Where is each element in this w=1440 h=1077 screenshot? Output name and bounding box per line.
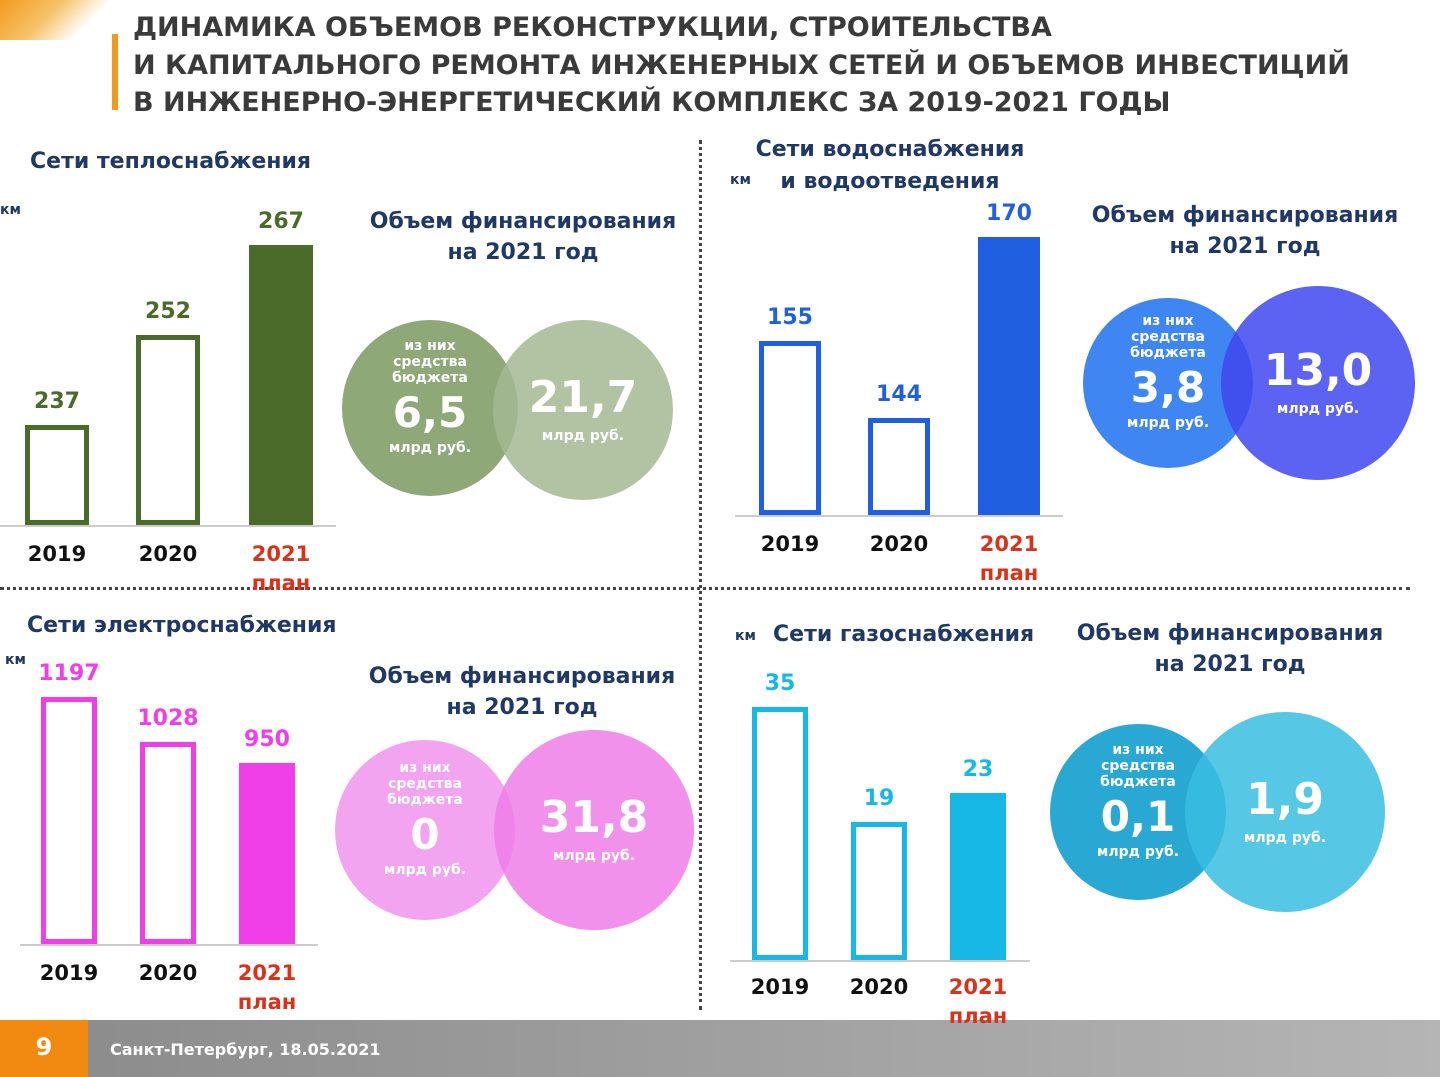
funding-title: Объем финансирования на 2021 год (1076, 621, 1384, 677)
baseline (0, 525, 336, 527)
funding-title: Объем финансирования на 2021 год (368, 664, 676, 720)
budget-label: из них средства бюджета (1100, 742, 1176, 790)
budget-unit: млрд руб. (383, 862, 467, 878)
value-label: 1028 (137, 706, 199, 732)
budget-label: из них средства бюджета (387, 760, 463, 808)
chart-title: Сети водоснабжения и водоотведения (755, 137, 1025, 194)
unit-label: км (5, 652, 26, 668)
category-label: 2019 (27, 542, 87, 566)
page-box (0, 1020, 88, 1077)
value-label: 267 (258, 209, 304, 234)
chart-title: Сети теплоснабжения (30, 149, 311, 174)
budget-value: 0 (410, 810, 440, 859)
unit-label: км (730, 172, 751, 188)
footer-bar (0, 1020, 1440, 1077)
divider (699, 140, 702, 1010)
bar (41, 697, 97, 944)
title: И КАПИТАЛЬНОГО РЕМОНТА ИНЖЕНЕРНЫХ СЕТЕЙ … (133, 50, 1350, 81)
budget-unit: млрд руб. (388, 440, 472, 456)
category-label: 2020 (138, 961, 198, 985)
total-value: 13,0 (1263, 345, 1373, 396)
circle (494, 730, 694, 930)
value-label: 950 (244, 727, 290, 752)
title: В ИНЖЕНЕРНО-ЭНЕРГЕТИЧЕСКИЙ КОМПЛЕКС ЗА 2… (133, 87, 1171, 118)
circle (335, 740, 515, 920)
total-unit: млрд руб. (1243, 830, 1327, 846)
bar (136, 335, 200, 525)
bar (752, 707, 808, 960)
bar (851, 822, 907, 960)
bar (950, 793, 1006, 960)
total-value: 1,9 (1246, 774, 1324, 825)
category-label: 2019 (760, 532, 820, 556)
bar (978, 237, 1040, 515)
baseline (735, 515, 1063, 517)
category-label: 2020 (849, 975, 909, 999)
bar (239, 763, 295, 944)
decor (0, 0, 120, 40)
budget-unit: млрд руб. (1096, 844, 1180, 860)
circle (342, 320, 518, 496)
value-label: 155 (767, 305, 813, 331)
baseline (20, 944, 318, 946)
funding-title: Объем финансирования на 2021 год (1091, 203, 1399, 259)
category-label: 2019 (39, 961, 99, 985)
value-label: 252 (145, 299, 191, 324)
category-label: 2021 план (948, 975, 1008, 1028)
budget-label: из них средства бюджета (392, 338, 468, 386)
total-value: 21,7 (528, 372, 638, 423)
bar (249, 245, 313, 525)
category-label: 2021 план (237, 961, 297, 1014)
value-label: 170 (986, 201, 1032, 226)
budget-label: из них средства бюджета (1130, 313, 1206, 361)
total-value: 31,8 (539, 792, 649, 843)
category-label: 2019 (750, 975, 810, 999)
value-label: 1197 (38, 661, 100, 686)
bar (868, 418, 930, 515)
baseline (730, 960, 1030, 962)
bar (140, 742, 196, 944)
category-label: 2020 (138, 542, 198, 566)
value-label: 237 (34, 389, 80, 414)
category-label: 2020 (869, 532, 929, 556)
category-label: 2021 план (251, 542, 311, 595)
value-label: 35 (764, 671, 796, 696)
value-label: 19 (863, 786, 895, 811)
budget-unit: млрд руб. (1126, 415, 1210, 431)
title: ДИНАМИКА ОБЪЕМОВ РЕКОНСТРУКЦИИ, СТРОИТЕЛ… (133, 12, 1052, 43)
total-unit: млрд руб. (1276, 401, 1360, 417)
chart-title: Сети газоснабжения (773, 622, 1035, 647)
footer-text: Санкт-Петербург, 18.05.2021 (110, 1040, 381, 1059)
budget-value: 0,1 (1100, 792, 1176, 841)
total-unit: млрд руб. (541, 428, 625, 444)
divider (0, 587, 1410, 590)
page-number: 9 (35, 1033, 53, 1061)
funding-title: Объем финансирования на 2021 год (369, 209, 677, 265)
circle (1185, 712, 1385, 912)
value-label: 23 (962, 757, 994, 783)
budget-value: 6,5 (392, 388, 468, 437)
chart-title: Сети электроснабжения (27, 613, 337, 638)
value-label: 144 (876, 382, 922, 407)
total-unit: млрд руб. (552, 848, 636, 864)
unit-label: км (735, 628, 756, 644)
circle (1221, 286, 1415, 480)
category-label: 2021 план (979, 532, 1039, 585)
circle (493, 320, 673, 500)
unit-label: км (0, 202, 21, 218)
bar (25, 425, 89, 525)
bar (759, 341, 821, 515)
accent (112, 34, 118, 110)
budget-value: 3,8 (1130, 363, 1206, 412)
